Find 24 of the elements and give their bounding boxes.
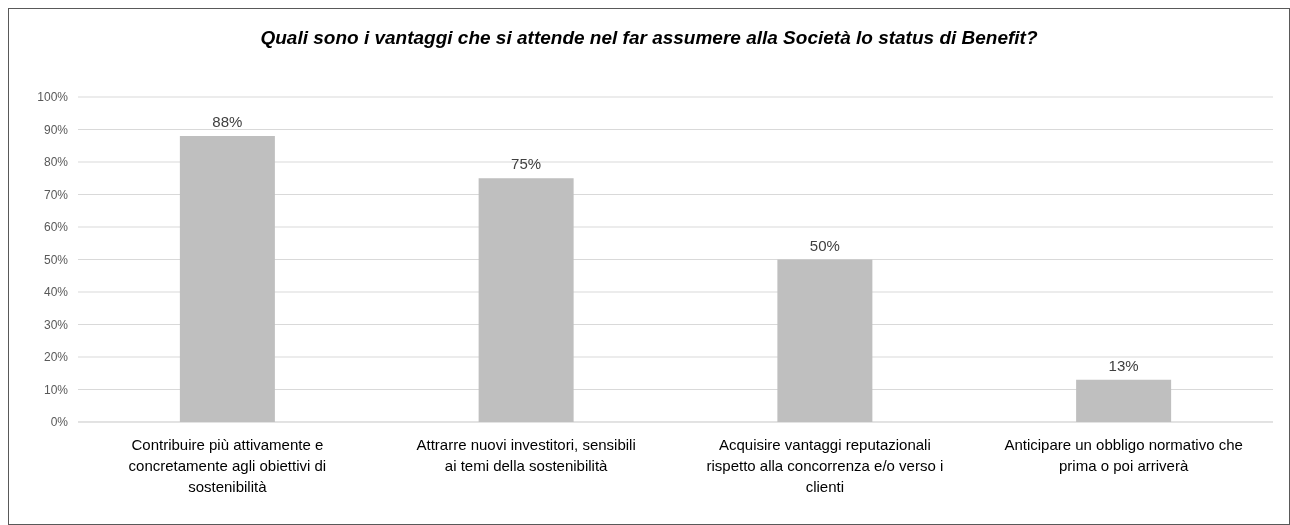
data-label: 88% xyxy=(212,113,243,130)
bar xyxy=(478,178,574,422)
y-tick-label: 70% xyxy=(43,187,69,202)
y-tick-label: 20% xyxy=(43,350,69,365)
bar xyxy=(179,136,275,422)
y-tick-label: 100% xyxy=(37,90,69,105)
data-label: 13% xyxy=(1108,356,1139,374)
x-tick-label: Anticipare un obbligo normativo che prima o poi arriverà xyxy=(1004,436,1243,474)
y-tick-label: 30% xyxy=(43,317,69,332)
data-label: 75% xyxy=(511,155,542,173)
y-tick-label: 50% xyxy=(43,252,69,267)
y-tick-label: 60% xyxy=(43,220,69,235)
bar xyxy=(777,259,873,422)
y-tick-label: 0% xyxy=(50,415,69,430)
y-tick-label: 80% xyxy=(43,155,69,170)
x-tick-label: Acquisire vantaggi reputazionali rispetto alla concorrenza e/o verso i clienti xyxy=(706,436,944,495)
y-tick-label: 10% xyxy=(43,382,69,397)
x-tick-label: Attrarre nuovi investitori, sensibili ai temi della sostenibilità xyxy=(416,436,636,474)
bar xyxy=(1076,379,1172,422)
y-tick-label: 40% xyxy=(43,285,69,300)
x-tick-label: Contribuire più attivamente e concretamente agli obiettivi di sostenibilità xyxy=(128,436,327,495)
chart-title: Quali sono i vantaggi che si attende nel far assumere alla Società lo status di Benefit? xyxy=(260,27,1038,48)
data-label: 50% xyxy=(809,236,840,254)
y-tick-label: 90% xyxy=(43,122,69,137)
